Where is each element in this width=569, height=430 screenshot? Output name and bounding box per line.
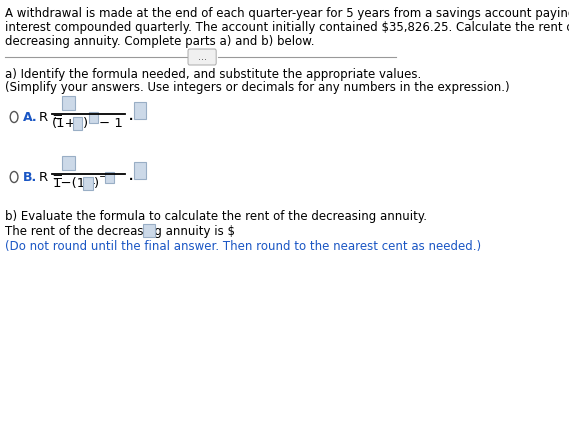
Text: .: .	[156, 225, 159, 238]
FancyBboxPatch shape	[143, 224, 155, 237]
Text: A.: A.	[23, 111, 37, 124]
Text: a) Identify the formula needed, and substitute the appropriate values.: a) Identify the formula needed, and subs…	[5, 68, 421, 81]
Text: ...: ...	[197, 52, 207, 62]
FancyBboxPatch shape	[134, 102, 146, 119]
Text: −: −	[99, 172, 108, 182]
Text: R =: R =	[39, 111, 63, 124]
Text: B.: B.	[23, 171, 37, 184]
Text: ): )	[83, 117, 88, 130]
FancyBboxPatch shape	[83, 177, 93, 190]
FancyBboxPatch shape	[105, 172, 114, 183]
Circle shape	[10, 172, 18, 182]
Text: (1+: (1+	[52, 117, 77, 130]
Text: b) Evaluate the formula to calculate the rent of the decreasing annuity.: b) Evaluate the formula to calculate the…	[5, 210, 427, 223]
FancyBboxPatch shape	[72, 117, 83, 130]
Text: ·: ·	[127, 111, 134, 130]
Text: 1−(1+: 1−(1+	[52, 177, 96, 190]
FancyBboxPatch shape	[89, 112, 98, 123]
Text: (Simplify your answers. Use integers or decimals for any numbers in the expressi: (Simplify your answers. Use integers or …	[5, 81, 510, 94]
Text: (Do not round until the final answer. Then round to the nearest cent as needed.): (Do not round until the final answer. Th…	[5, 240, 481, 253]
Text: − 1: − 1	[99, 117, 123, 130]
Text: R =: R =	[39, 171, 63, 184]
FancyBboxPatch shape	[134, 162, 146, 179]
Circle shape	[10, 111, 18, 123]
FancyBboxPatch shape	[62, 96, 75, 110]
FancyBboxPatch shape	[62, 156, 75, 170]
Text: interest compounded quarterly. The account initially contained $35,826.25. Calcu: interest compounded quarterly. The accou…	[5, 21, 569, 34]
Text: decreasing annuity. Complete parts a) and b) below.: decreasing annuity. Complete parts a) an…	[5, 35, 315, 48]
Text: ·: ·	[127, 171, 134, 190]
FancyBboxPatch shape	[188, 49, 216, 65]
Text: A withdrawal is made at the end of each quarter-year for 5 years from a savings : A withdrawal is made at the end of each …	[5, 7, 569, 20]
Text: The rent of the decreasing annuity is $: The rent of the decreasing annuity is $	[5, 225, 235, 238]
Text: ): )	[94, 177, 99, 190]
